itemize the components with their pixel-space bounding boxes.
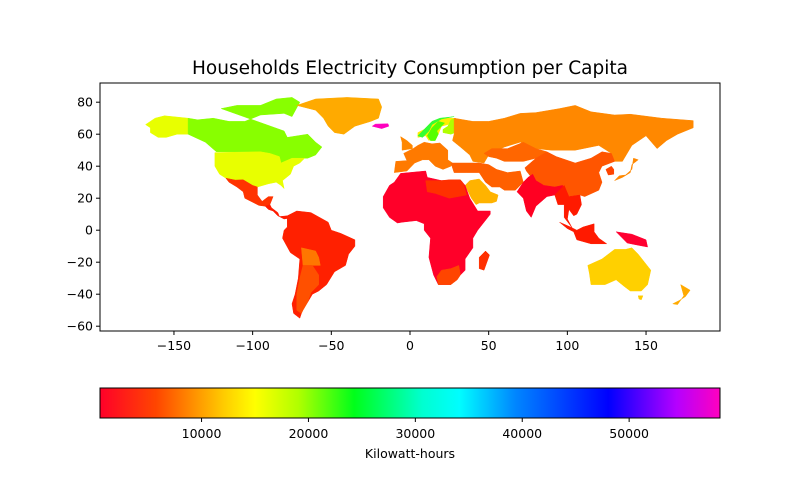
region-tasmania	[637, 295, 644, 301]
colorbar-tick-label: 10000	[182, 426, 222, 441]
map-layer	[145, 97, 694, 319]
x-tick-label: −100	[235, 338, 269, 353]
x-tick-label: 0	[406, 338, 414, 353]
x-tick-label: 50	[481, 338, 497, 353]
region-finland	[442, 117, 458, 135]
colorbar	[99, 387, 721, 419]
x-tick-label: −50	[318, 338, 344, 353]
region-saudi-arabia	[464, 178, 499, 205]
region-alaska	[145, 115, 189, 138]
colorbar-tick-label: 40000	[502, 426, 542, 441]
region-se-asia	[554, 185, 582, 229]
y-tick-label: 80	[77, 95, 93, 110]
y-tick-label: 0	[85, 223, 93, 238]
region-south-africa	[436, 265, 461, 285]
y-tick-label: −60	[67, 319, 93, 334]
colorbar-label: Kilowatt-hours	[365, 446, 455, 461]
x-tick-label: −150	[157, 338, 191, 353]
y-tick-label: −20	[67, 255, 93, 270]
region-europe-west	[394, 141, 453, 173]
y-tick-label: −40	[67, 287, 93, 302]
region-libya-egypt	[425, 179, 467, 199]
y-axis: −60 −40 −20 0 20 40 60 80	[67, 95, 100, 334]
region-africa	[382, 170, 491, 285]
y-tick-label: 40	[77, 159, 93, 174]
region-central-america	[264, 204, 290, 220]
region-russia	[452, 105, 694, 164]
x-tick-label: 150	[634, 338, 658, 353]
region-japan	[614, 157, 639, 181]
chart-title: Households Electricity Consumption per C…	[192, 58, 628, 79]
y-tick-label: 60	[77, 127, 93, 142]
region-mexico	[225, 177, 274, 207]
colorbar-ticks: 10000 20000 30000 40000 50000	[182, 418, 649, 441]
region-argentina	[296, 265, 319, 314]
region-uk	[400, 136, 413, 151]
colorbar-tick-label: 20000	[289, 426, 329, 441]
region-norway	[417, 116, 455, 138]
colorbar-tick-label: 30000	[395, 426, 435, 441]
region-indonesia	[559, 221, 607, 245]
region-sweden	[427, 121, 445, 141]
region-madagascar	[478, 250, 490, 271]
y-tick-label: 20	[77, 191, 93, 206]
region-middle-east	[450, 162, 524, 191]
region-australia	[587, 247, 652, 292]
colorbar-tick-label: 50000	[609, 426, 649, 441]
region-korea	[605, 165, 615, 176]
x-tick-label: 100	[555, 338, 579, 353]
region-new-guinea	[615, 231, 648, 248]
region-iceland	[371, 123, 390, 129]
x-axis: −150 −100 −50 0 50 100 150	[157, 331, 658, 353]
region-greenland	[296, 97, 382, 135]
region-new-zealand	[672, 284, 691, 305]
